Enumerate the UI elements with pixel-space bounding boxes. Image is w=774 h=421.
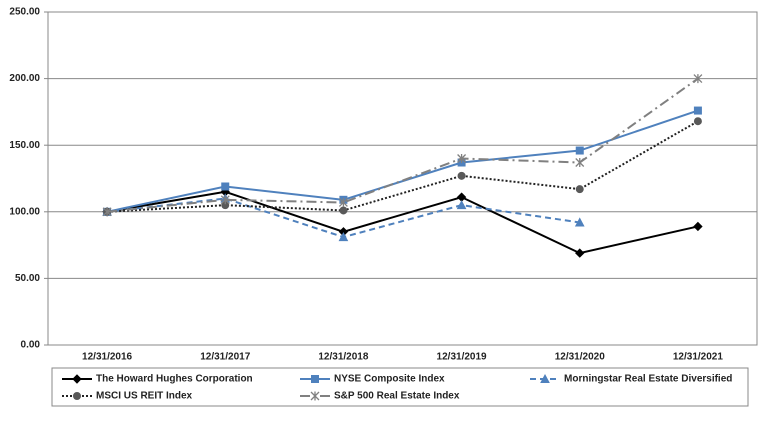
circle-marker bbox=[693, 117, 702, 126]
triangle-marker bbox=[338, 232, 349, 242]
series-line bbox=[106, 109, 699, 213]
circle-marker bbox=[457, 171, 466, 180]
star-marker bbox=[457, 154, 467, 164]
triangle-marker bbox=[456, 200, 467, 210]
y-tick-label: 0.00 bbox=[21, 340, 41, 351]
y-tick-label: 100.00 bbox=[9, 206, 40, 217]
star-marker bbox=[575, 158, 585, 168]
x-tick-label: 12/31/2017 bbox=[200, 352, 250, 363]
series-line bbox=[107, 120, 699, 213]
star-marker bbox=[693, 74, 703, 84]
diamond-marker bbox=[72, 374, 82, 384]
plot-area bbox=[47, 11, 758, 346]
legend-label: S&P 500 Real Estate Index bbox=[334, 391, 460, 402]
square-marker bbox=[693, 106, 702, 115]
legend: The Howard Hughes Corporation NYSE Compos… bbox=[51, 367, 749, 407]
circle-marker bbox=[73, 392, 81, 400]
triangle-marker bbox=[540, 373, 550, 383]
y-tick-label: 50.00 bbox=[15, 273, 40, 284]
x-tick-label: 12/31/2021 bbox=[673, 352, 723, 363]
diamond-marker bbox=[693, 221, 703, 232]
circle-marker bbox=[575, 185, 584, 194]
star-marker bbox=[310, 391, 320, 401]
square-marker bbox=[311, 375, 319, 383]
legend-label: The Howard Hughes Corporation bbox=[96, 374, 253, 385]
x-tick-label: 12/31/2018 bbox=[318, 352, 368, 363]
square-marker bbox=[575, 146, 584, 155]
legend-label: MSCI US REIT Index bbox=[96, 391, 193, 402]
triangle-marker bbox=[574, 217, 585, 227]
star-marker bbox=[102, 207, 112, 217]
y-tick-label: 250.00 bbox=[9, 7, 40, 18]
x-tick-label: 12/31/2020 bbox=[555, 352, 605, 363]
legend-box bbox=[51, 367, 749, 407]
square-marker bbox=[221, 182, 230, 191]
y-tick-label: 200.00 bbox=[9, 73, 40, 84]
legend-label: Morningstar Real Estate Diversified bbox=[564, 374, 732, 385]
y-tick-label: 150.00 bbox=[9, 140, 40, 151]
series-line bbox=[106, 77, 699, 213]
star-marker bbox=[220, 195, 230, 205]
star-marker bbox=[338, 197, 348, 207]
x-tick-label: 12/31/2019 bbox=[437, 352, 487, 363]
x-tick-label: 12/31/2016 bbox=[82, 352, 132, 363]
legend-label: NYSE Composite Index bbox=[334, 374, 445, 385]
series-line bbox=[106, 190, 699, 255]
circle-marker bbox=[339, 206, 348, 215]
diamond-marker bbox=[575, 248, 585, 258]
